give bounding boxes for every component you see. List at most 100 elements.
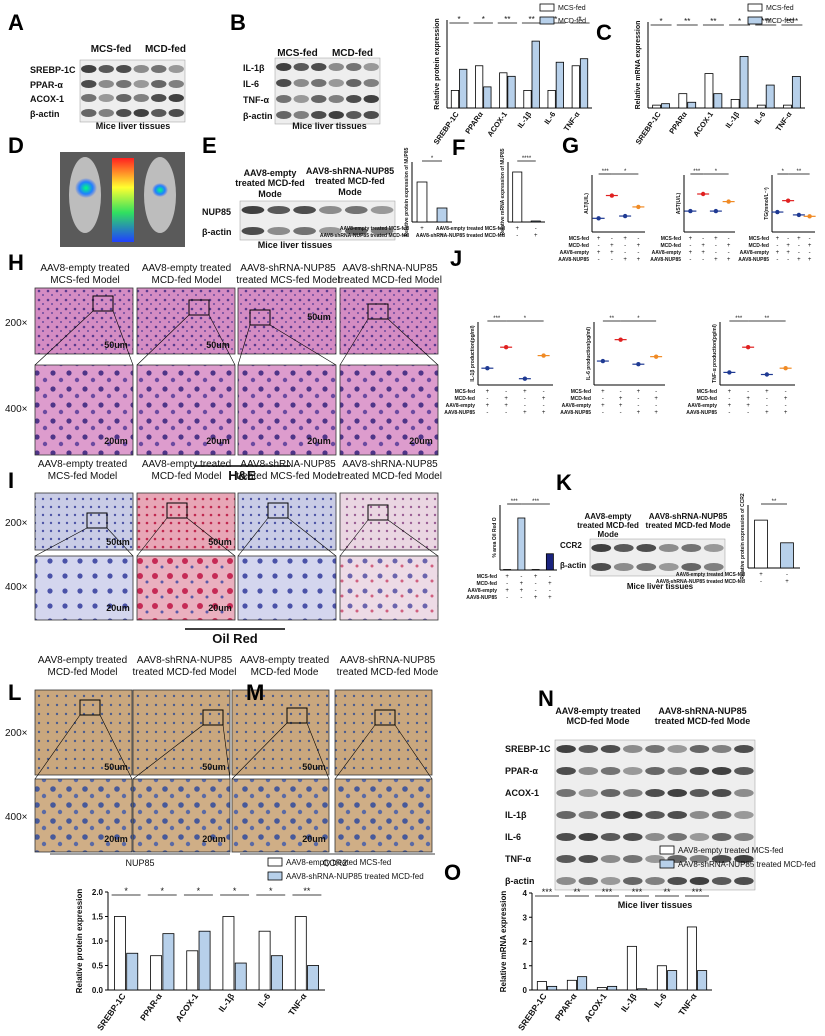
condition-mark: -: [776, 257, 778, 263]
condition-mark: -: [505, 389, 507, 395]
significance-label: *: [715, 169, 718, 175]
significance-label: ****: [522, 156, 532, 162]
bar: [459, 68, 468, 109]
blot-band: [319, 227, 342, 235]
micrograph: [136, 364, 236, 456]
bar: [531, 40, 540, 109]
blot-label: β-actin: [243, 111, 273, 121]
zoom-box: [249, 309, 271, 326]
blot-caption: Mice liver tissues: [95, 121, 171, 131]
blot-band: [98, 109, 114, 117]
condition-mark: -: [787, 236, 789, 242]
blot-band: [578, 855, 599, 863]
condition-mark: +: [420, 226, 424, 232]
blot-band: [241, 227, 265, 235]
column-header: AAV8-empty treated MCD-fed Model: [37, 655, 128, 678]
blot-band: [711, 811, 732, 819]
zoom-line: [334, 724, 376, 780]
bar: [754, 519, 768, 569]
condition-mark: -: [602, 410, 604, 416]
condition-label: MCS-fed: [569, 236, 589, 242]
bar: [656, 965, 667, 991]
blot-band: [689, 767, 710, 775]
significance-label: *: [578, 15, 581, 24]
scale-label: 20um: [106, 603, 130, 613]
condition-mark: -: [620, 410, 622, 416]
condition-label: AAV8-empty: [560, 250, 590, 256]
condition-mark: -: [520, 574, 522, 580]
blot-band: [311, 95, 327, 103]
condition-label: AAV8-NUP85: [686, 410, 717, 416]
blot-band: [556, 811, 576, 819]
magnification: 200×: [5, 518, 28, 529]
micrograph: [339, 555, 439, 621]
column-header: AAV8-empty treated MCS-fed Model: [37, 459, 128, 482]
condition-label: AAV8-NUP85: [558, 257, 589, 263]
blot-band: [711, 789, 732, 797]
y-tick-label: 0.0: [92, 986, 104, 995]
dot: [609, 193, 615, 198]
dot: [653, 354, 659, 359]
bar: [234, 962, 247, 991]
bar: [577, 976, 588, 991]
blot-band: [293, 227, 316, 235]
micrograph: [237, 492, 337, 551]
significance-label: ***: [602, 169, 610, 175]
blot-band: [151, 109, 167, 117]
dot: [596, 216, 601, 221]
legend-label: AAV8-empty treated MCS-fed: [678, 846, 783, 855]
y-axis-title: Relative protein expression of CCR2: [740, 493, 746, 580]
blot-band: [328, 95, 344, 103]
legend-swatch: [659, 845, 675, 855]
significance-label: **: [573, 887, 581, 897]
blot-band: [689, 745, 710, 753]
blot-band: [328, 63, 344, 71]
y-axis-title: Relative mRNA expression of NUP85: [500, 148, 506, 235]
blot-band: [689, 855, 710, 863]
condition-mark: +: [610, 243, 614, 249]
magnification: 400×: [5, 812, 28, 823]
dot: [764, 372, 770, 377]
condition-mark: -: [747, 410, 749, 416]
blot-band: [711, 767, 732, 775]
stain-label: H&E: [228, 468, 256, 483]
significance-label: **: [684, 17, 690, 26]
blot-band: [734, 767, 754, 775]
condition-mark: +: [714, 257, 718, 263]
blot-band: [681, 544, 702, 552]
condition-mark: +: [601, 389, 605, 395]
significance-label: **: [663, 887, 671, 897]
zoom-line: [269, 324, 337, 366]
condition-mark: -: [516, 233, 518, 239]
condition-mark: -: [486, 396, 488, 402]
dot: [727, 370, 732, 375]
condition-mark: -: [747, 389, 749, 395]
legend-label: AAV8-shRNA-NUP85 treated MCD-fed: [286, 872, 424, 881]
micrograph: [237, 364, 337, 456]
significance-label: **: [710, 17, 716, 26]
blot-band: [311, 111, 327, 119]
blot-band: [556, 833, 576, 841]
x-tick-label: ACOX-1: [485, 110, 509, 138]
blot-band: [293, 206, 316, 214]
condition-mark: -: [786, 572, 788, 578]
blot-band: [276, 79, 292, 87]
bar: [555, 61, 564, 109]
significance-label: ***: [761, 17, 770, 26]
condition-mark: -: [524, 396, 526, 402]
bar: [436, 207, 448, 223]
condition-mark: -: [421, 233, 423, 239]
zoom-line: [34, 714, 81, 780]
scale-label: 50um: [302, 762, 326, 772]
y-axis-title: ALT(U/L): [584, 193, 590, 214]
bar: [780, 542, 794, 569]
blot-band: [116, 65, 132, 73]
condition-mark: -: [441, 226, 443, 232]
blot-band: [293, 79, 309, 87]
condition-label: MCD-fed: [454, 396, 475, 402]
micrograph: [237, 555, 337, 621]
legend-label: AAV8-shRNA-NUP85 treated MCD-fed: [678, 860, 816, 869]
y-tick-label: 4: [523, 889, 528, 898]
condition-mark: -: [611, 236, 613, 242]
blot-band: [734, 811, 754, 819]
